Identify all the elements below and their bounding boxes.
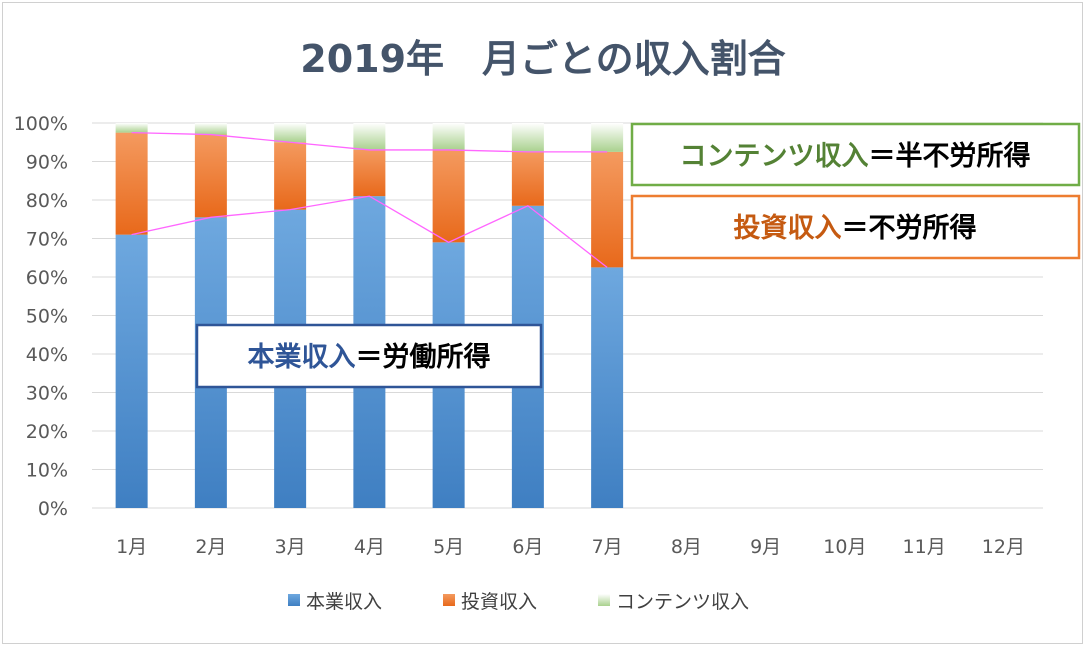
x-tick-label: 1月 [116, 536, 147, 558]
annotation-contents-box [630, 122, 1081, 187]
legend-label: 本業収入 [306, 591, 382, 613]
bar-segment-toushi [353, 149, 386, 197]
x-axis-ticks: 1月 2月 3月 4月 5月 6月 7月 8月 9月 10月 11月 12月 [116, 536, 1025, 558]
bar-segment-toushi [511, 151, 544, 206]
trend-lines [131, 131, 608, 268]
bar-segment-toushi [274, 142, 307, 210]
bar-segment-contents [511, 123, 544, 152]
annotation-honbu: 本業収入＝労働所得 [195, 323, 543, 389]
x-tick-label: 3月 [275, 536, 306, 558]
bar-segment-toushi [194, 134, 227, 218]
y-tick-label: 0% [38, 498, 68, 520]
y-tick-label: 70% [26, 229, 68, 251]
annotation-toushi-suffix: ＝不労所得 [842, 213, 977, 244]
bar-segment-toushi [432, 149, 465, 243]
bar-segment-toushi [115, 132, 148, 235]
x-tick-label: 5月 [433, 536, 464, 558]
bar-segment-contents [115, 123, 148, 133]
legend-label: 投資収入 [461, 591, 537, 613]
annotation-toushi-text: 投資収入＝不労所得 [734, 213, 977, 244]
annotation-contents-text: コンテンツ収入＝半不労所得 [680, 141, 1031, 172]
y-tick-label: 10% [26, 460, 68, 482]
legend-swatch-honbu [288, 594, 300, 606]
annotation-honbu-label: 本業収入 [248, 342, 356, 373]
y-tick-label: 20% [26, 421, 68, 443]
legend-label: コンテンツ収入 [616, 591, 749, 613]
x-tick-label: 9月 [750, 536, 781, 558]
x-tick-label: 8月 [671, 536, 702, 558]
series-line-toushi [131, 131, 608, 153]
bar-segment-contents [194, 123, 227, 135]
legend-swatch-contents [598, 594, 610, 606]
annotation-honbu-text: 本業収入＝労働所得 [248, 342, 491, 373]
chart-title: 2019年 月ごとの収入割合 [300, 37, 785, 81]
bar-segment-contents [274, 123, 307, 143]
x-tick-label: 2月 [195, 536, 226, 558]
bar-segment-toushi [591, 151, 624, 268]
bar-segment-honbu [591, 267, 624, 508]
annotation-contents-suffix: ＝半不労所得 [869, 141, 1031, 172]
legend: 本業収入 投資収入 コンテンツ収入 [288, 591, 749, 613]
x-tick-label: 12月 [982, 536, 1025, 558]
y-tick-label: 50% [26, 306, 68, 328]
y-tick-label: 100% [14, 113, 68, 135]
x-tick-label: 6月 [512, 536, 543, 558]
annotation-toushi-label: 投資収入 [734, 213, 842, 244]
y-tick-label: 60% [26, 267, 68, 289]
annotation-honbu-box [195, 323, 543, 389]
bar-segment-contents [353, 123, 386, 150]
annotation-contents-label: コンテンツ収入 [680, 141, 869, 172]
x-tick-label: 4月 [354, 536, 385, 558]
y-tick-label: 90% [26, 152, 68, 174]
y-axis-ticks: 0% 10% 20% 30% 40% 50% 60% 70% 80% 90% 100% [14, 113, 68, 520]
bar-segment-contents [591, 123, 624, 152]
bar-segment-contents [432, 123, 465, 150]
bar-segment-honbu [115, 234, 148, 508]
y-tick-label: 40% [26, 344, 68, 366]
x-tick-label: 7月 [592, 536, 623, 558]
series-line-honbu [131, 195, 608, 268]
y-tick-label: 80% [26, 190, 68, 212]
gridlines [92, 122, 1043, 509]
annotation-honbu-suffix: ＝労働所得 [356, 342, 491, 373]
annotation-toushi-box [630, 194, 1081, 260]
annotation-contents: コンテンツ収入＝半不労所得 [630, 122, 1081, 187]
y-tick-label: 30% [26, 383, 68, 405]
x-tick-label: 10月 [823, 536, 866, 558]
annotation-toushi: 投資収入＝不労所得 [630, 194, 1081, 260]
legend-swatch-toushi [443, 594, 455, 606]
x-tick-label: 11月 [903, 536, 946, 558]
